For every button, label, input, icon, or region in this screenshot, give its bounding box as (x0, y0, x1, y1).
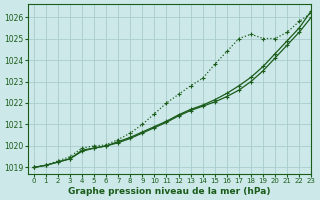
X-axis label: Graphe pression niveau de la mer (hPa): Graphe pression niveau de la mer (hPa) (68, 187, 271, 196)
